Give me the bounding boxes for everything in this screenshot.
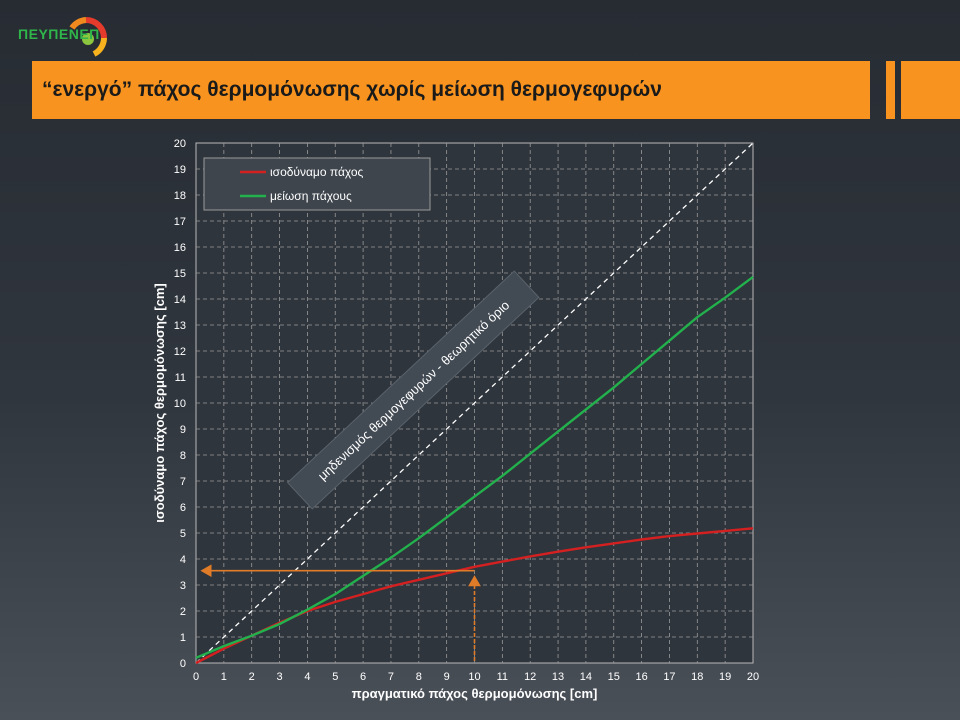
x-tick-label: 13: [552, 671, 564, 683]
y-tick-label: 0: [180, 658, 186, 670]
x-tick-label: 1: [221, 671, 227, 683]
x-tick-label: 19: [719, 671, 731, 683]
legend-label: ισοδύναμο πάχος: [270, 165, 364, 179]
y-tick-label: 15: [174, 268, 186, 280]
logo-text: ΠΕΥΠΕΝΕΠ: [18, 26, 100, 42]
y-tick-label: 20: [174, 138, 186, 150]
x-tick-label: 0: [193, 671, 199, 683]
x-tick-label: 12: [524, 671, 536, 683]
y-tick-label: 18: [174, 190, 186, 202]
y-axis-label: ισοδύναμο πάχος θερμομόνωσης [cm]: [152, 283, 167, 522]
x-tick-label: 20: [747, 671, 759, 683]
y-tick-label: 14: [174, 294, 186, 306]
y-tick-label: 3: [180, 580, 186, 592]
x-tick-label: 6: [360, 671, 366, 683]
x-tick-label: 18: [691, 671, 703, 683]
x-tick-label: 9: [444, 671, 450, 683]
y-tick-label: 16: [174, 242, 186, 254]
y-tick-label: 5: [180, 528, 186, 540]
x-tick-label: 4: [304, 671, 310, 683]
x-tick-label: 17: [663, 671, 675, 683]
reference-line: [195, 142, 754, 664]
y-tick-label: 19: [174, 164, 186, 176]
logo: ΠΕΥΠΕΝΕΠ: [14, 8, 114, 58]
x-axis-label: πραγματικό πάχος θερμομόνωσης [cm]: [352, 686, 598, 701]
logo-gauge-icon: [69, 17, 107, 57]
x-tick-label: 10: [468, 671, 480, 683]
y-tick-label: 1: [180, 632, 186, 644]
y-tick-label: 6: [180, 502, 186, 514]
x-tick-label: 15: [608, 671, 620, 683]
y-tick-label: 12: [174, 346, 186, 358]
y-tick-label: 10: [174, 398, 186, 410]
y-tick-label: 4: [180, 554, 186, 566]
reference-line-label-box: [286, 270, 540, 510]
legend-label: μείωση πάχους: [270, 189, 352, 203]
y-tick-label: 13: [174, 320, 186, 332]
title-bar: “ενεργό” πάχος θερμομόνωσης χωρίς μείωση…: [32, 61, 870, 119]
y-tick-label: 7: [180, 476, 186, 488]
y-tick-label: 11: [175, 372, 186, 384]
x-tick-label: 7: [388, 671, 394, 683]
series-line-2: [195, 275, 754, 659]
x-tick-label: 3: [276, 671, 282, 683]
y-tick-label: 9: [180, 424, 186, 436]
legend-box: [203, 157, 431, 211]
y-tick-label: 8: [180, 450, 186, 462]
y-tick-label: 17: [174, 216, 186, 228]
y-tick-label: 2: [180, 606, 186, 618]
x-tick-label: 8: [416, 671, 422, 683]
x-tick-label: 5: [332, 671, 338, 683]
x-tick-label: 16: [635, 671, 647, 683]
x-tick-label: 14: [580, 671, 592, 683]
page-title: “ενεργό” πάχος θερμομόνωσης χωρίς μείωση…: [42, 78, 662, 101]
accent-bar-thin: [886, 61, 895, 119]
accent-bar-wide: [901, 61, 960, 119]
x-tick-label: 2: [249, 671, 255, 683]
x-tick-label: 11: [497, 671, 508, 683]
